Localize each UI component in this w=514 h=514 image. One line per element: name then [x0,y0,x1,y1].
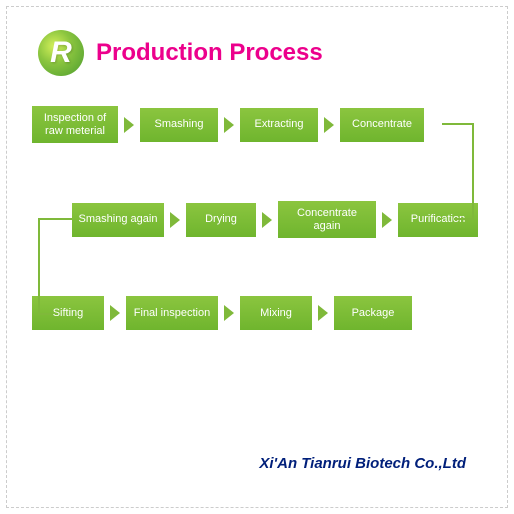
page-title: Production Process [96,39,323,67]
flowchart: Inspection of raw meterial Smashing Extrac… [32,106,482,406]
flow-node: Package [334,296,412,330]
content-area: Production Process Inspection of raw met… [20,20,494,494]
logo-icon [38,30,84,76]
flow-node: Concentrate again [278,201,376,238]
arrow-right-icon [170,212,180,228]
flow-node: Mixing [240,296,312,330]
flow-row: Inspection of raw meterial Smashing Extrac… [32,106,482,143]
arrow-right-icon [324,117,334,133]
flow-row: SiftingFinal inspectionMixingPackage [32,296,482,330]
header: Production Process [38,30,494,76]
flow-node: Drying [186,203,256,237]
flow-row: Smashing againDryingConcentrate againPur… [32,201,482,238]
flow-node: Concentrate [340,108,424,142]
flow-node: Inspection of raw meterial [32,106,118,143]
arrow-right-icon [318,305,328,321]
flow-node: Final inspection [126,296,218,330]
arrow-right-icon [110,305,120,321]
flow-node: Smashing again [72,203,164,237]
arrow-right-icon [224,117,234,133]
arrow-right-icon [124,117,134,133]
flow-node: Smashing [140,108,218,142]
footer-company: Xi'An Tianrui Biotech Co.,Ltd [259,455,466,472]
arrow-right-icon [262,212,272,228]
arrow-right-icon [382,212,392,228]
flow-node: Extracting [240,108,318,142]
arrow-right-icon [224,305,234,321]
